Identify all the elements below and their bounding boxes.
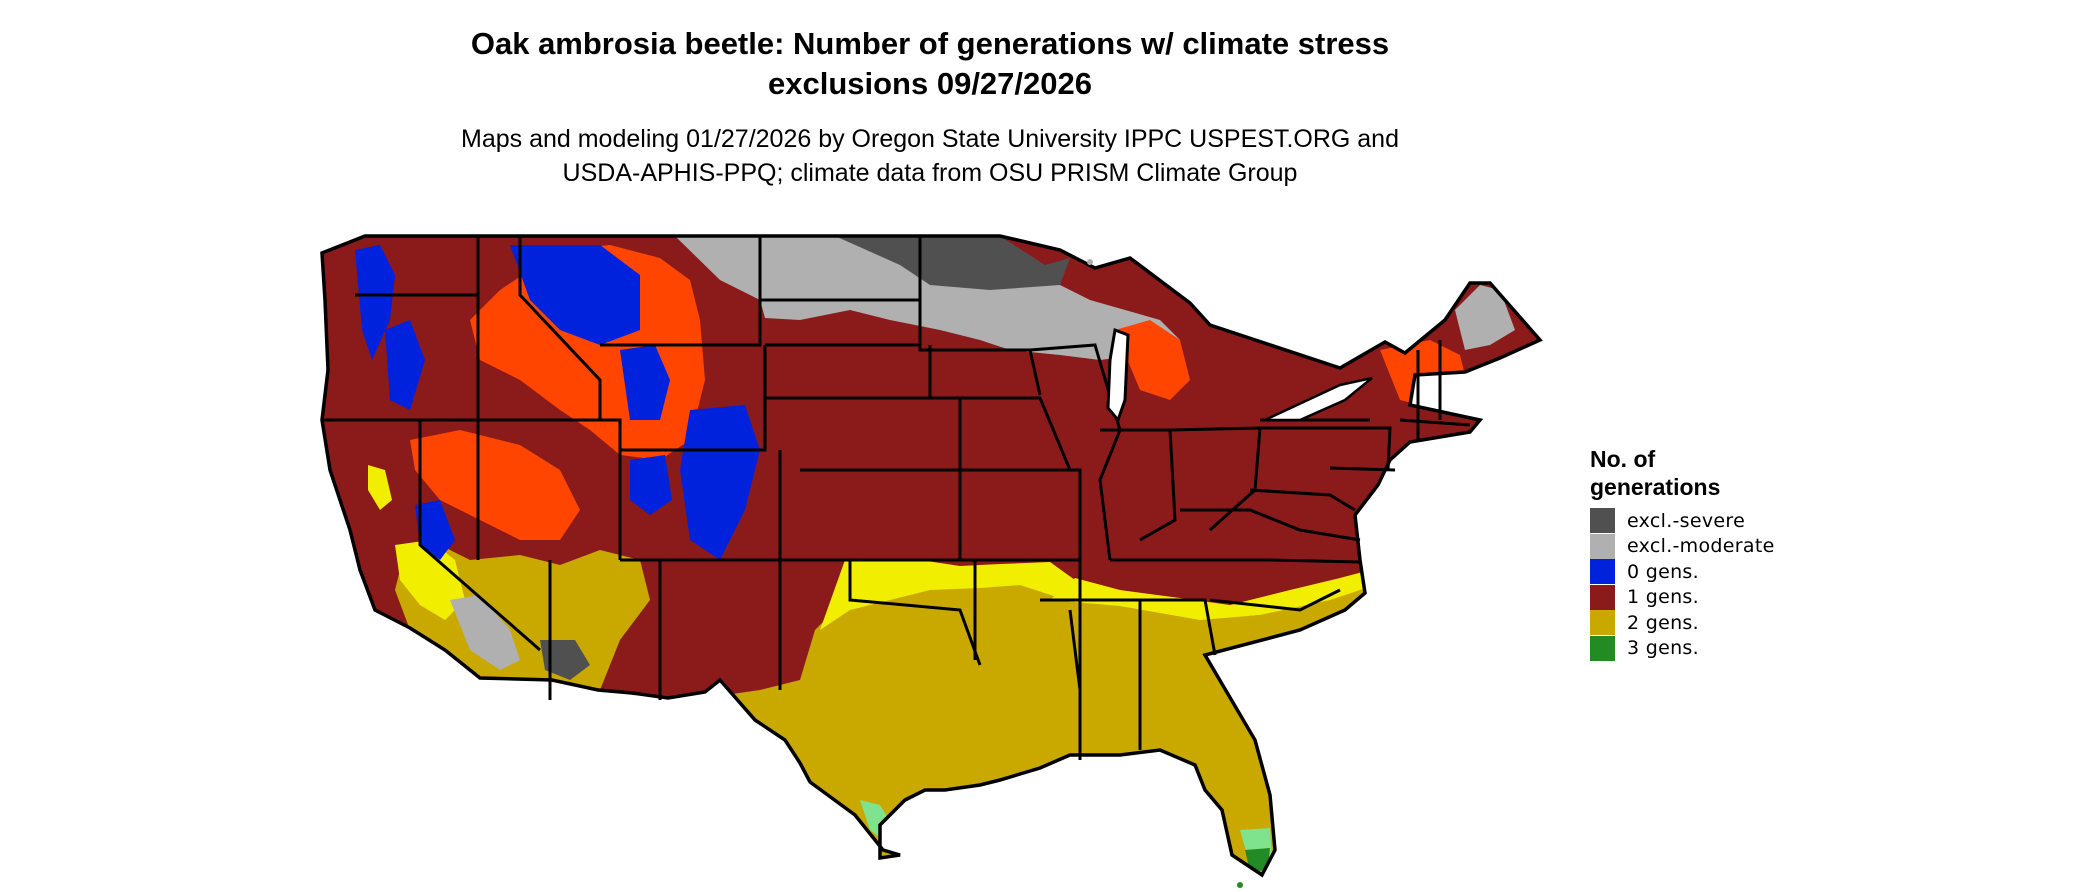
transition-zone-michigan: [1115, 320, 1190, 400]
two-generation-light-band: [820, 560, 1075, 630]
legend-title: No. of generations: [1590, 445, 1890, 501]
zero-generation-colorado: [680, 405, 760, 560]
legend-label: 3 gens.: [1627, 637, 1699, 660]
legend-item-3-gens: 3 gens.: [1590, 635, 1890, 662]
legend: No. of generations excl.-severe excl.-mo…: [1590, 445, 1890, 661]
florida-keys: [1237, 882, 1243, 888]
legend-label: 0 gens.: [1627, 560, 1699, 583]
legend-label: 2 gens.: [1627, 611, 1699, 634]
two-generation-valley: [368, 465, 392, 510]
lake-erie: [1264, 376, 1373, 422]
isle-royale: [1087, 259, 1093, 265]
two-generation-california-light: [395, 540, 465, 620]
zero-generation-utah: [630, 455, 672, 515]
legend-label: 1 gens.: [1627, 586, 1699, 609]
legend-swatch: [1590, 635, 1615, 661]
excl-severe-southwest: [540, 640, 590, 680]
legend-item-excl-severe: excl.-severe: [1590, 508, 1890, 534]
legend-item-0-gens: 0 gens.: [1590, 559, 1890, 585]
zero-generation-idaho: [510, 245, 640, 345]
legend-label: excl.-moderate: [1627, 535, 1775, 558]
lake-michigan: [1106, 327, 1130, 423]
map-title: Oak ambrosia beetle: Number of generatio…: [0, 24, 1860, 104]
legend-swatch: [1590, 584, 1615, 610]
excl-severe-minnesota: [835, 236, 1070, 290]
legend-swatch: [1590, 559, 1615, 585]
legend-label: excl.-severe: [1627, 509, 1746, 532]
excl-moderate-maine: [1455, 285, 1515, 350]
legend-item-1-gens: 1 gens.: [1590, 584, 1890, 611]
us-generations-map: [320, 234, 1542, 888]
zero-generation-cascades: [355, 245, 395, 360]
legend-swatch: [1590, 610, 1615, 636]
zero-generation-wyoming: [620, 345, 670, 420]
legend-swatch: [1590, 533, 1615, 559]
zero-generation-oregon: [385, 320, 425, 410]
legend-item-2-gens: 2 gens.: [1590, 610, 1890, 636]
title-line-2: exclusions 09/27/2026: [767, 66, 1092, 101]
two-generation-east-band: [1050, 570, 1375, 620]
excl-moderate-northern-plains: [675, 236, 1180, 360]
legend-item-excl-moderate: excl.-moderate: [1590, 533, 1890, 560]
transition-zone-nevada: [410, 430, 580, 540]
subtitle-line-1: Maps and modeling 01/27/2026 by Oregon S…: [461, 125, 1399, 153]
map-subtitle: Maps and modeling 01/27/2026 by Oregon S…: [0, 122, 1860, 190]
legend-swatch: [1590, 508, 1615, 534]
zero-generation-sierra: [415, 500, 455, 560]
subtitle-line-2: USDA-APHIS-PPQ; climate data from OSU PR…: [562, 159, 1298, 187]
title-line-1: Oak ambrosia beetle: Number of generatio…: [470, 26, 1390, 61]
legend-title-line-2: generations: [1590, 474, 1721, 500]
excl-moderate-southwest: [450, 595, 520, 670]
legend-title-line-1: No. of: [1590, 446, 1656, 472]
